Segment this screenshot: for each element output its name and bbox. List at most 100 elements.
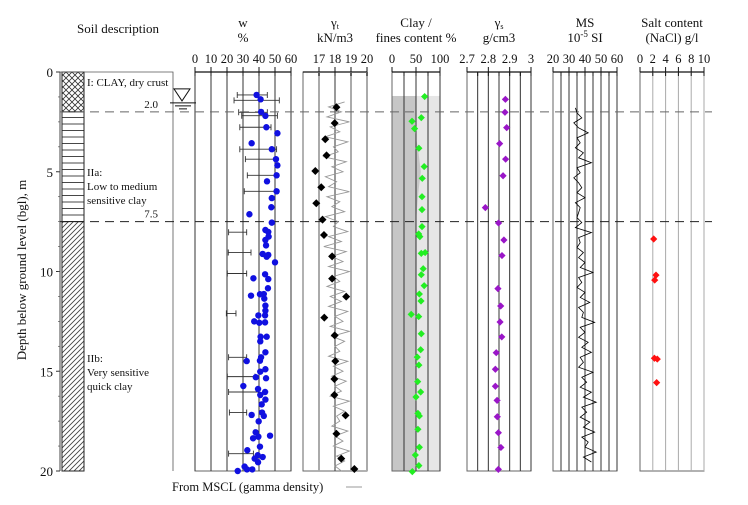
clay-content-point bbox=[419, 265, 427, 273]
clay-tick-label: 100 bbox=[431, 52, 450, 66]
w-point bbox=[262, 366, 269, 373]
w-point bbox=[261, 295, 268, 302]
clay-content-point bbox=[415, 312, 423, 321]
w-tick-label: 20 bbox=[221, 52, 234, 66]
gamma-t-point bbox=[332, 103, 341, 112]
clay-content-point bbox=[415, 462, 423, 470]
gamma-s-point bbox=[494, 285, 502, 293]
gamma-s-point bbox=[498, 333, 506, 341]
gamma-t-point bbox=[330, 119, 339, 128]
w-point bbox=[263, 124, 270, 131]
soil-layer-label: sensitive clay bbox=[87, 195, 147, 207]
clay-content-point bbox=[416, 232, 424, 241]
clay-title-line: fines content % bbox=[376, 30, 457, 45]
gamma-s-point bbox=[500, 236, 508, 244]
w-point bbox=[265, 275, 272, 283]
salt-tick-label: 4 bbox=[662, 52, 669, 66]
gamma-s-point bbox=[481, 204, 489, 212]
salt-content-point bbox=[653, 355, 661, 363]
salt-content-point bbox=[651, 276, 659, 284]
w-point bbox=[266, 432, 274, 439]
w-point bbox=[271, 259, 279, 266]
w-point bbox=[262, 242, 270, 249]
clay-content-point bbox=[420, 162, 428, 171]
gamma-t-point bbox=[318, 215, 327, 224]
w-point bbox=[264, 285, 272, 292]
clay-content-point bbox=[412, 393, 420, 401]
w-point bbox=[255, 418, 262, 425]
w-point bbox=[257, 354, 265, 361]
clay-title-line: Clay / bbox=[400, 15, 432, 30]
w-point bbox=[257, 368, 264, 375]
ms-tick-label: 60 bbox=[611, 52, 624, 66]
w-point bbox=[261, 312, 269, 319]
soil-layer-crosshatch bbox=[61, 71, 85, 113]
salt-tick-label: 0 bbox=[637, 52, 643, 66]
clay-content-point bbox=[418, 223, 426, 231]
clay-content-point bbox=[414, 425, 422, 433]
w-tick-label: 40 bbox=[253, 52, 266, 66]
w-point bbox=[240, 382, 247, 390]
gamma_t-tick-label: 18 bbox=[329, 52, 342, 66]
w-range-bar bbox=[246, 172, 278, 179]
w-point bbox=[256, 319, 263, 326]
soil-layer-horizontal bbox=[61, 111, 85, 223]
salt-tick-label: 2 bbox=[650, 52, 656, 66]
soil-layer-diagonal bbox=[61, 221, 85, 472]
salt-content-point bbox=[650, 235, 658, 243]
w-range-bar bbox=[227, 249, 252, 256]
gamma-t-point bbox=[319, 230, 328, 239]
w-point bbox=[272, 155, 280, 163]
w-point bbox=[257, 108, 265, 116]
salt-tick-label: 8 bbox=[688, 52, 694, 66]
w-range-bar bbox=[233, 97, 280, 104]
w-point bbox=[262, 236, 269, 244]
w-point bbox=[268, 204, 275, 211]
w-tick-label: 10 bbox=[205, 52, 218, 66]
w-point bbox=[247, 292, 255, 299]
w-point bbox=[262, 302, 269, 309]
salt-tick-label: 10 bbox=[698, 52, 711, 66]
depth-tick-label: 5 bbox=[47, 165, 54, 180]
gamma-t-point bbox=[341, 411, 350, 420]
clay-content-shading bbox=[392, 95, 421, 471]
gamma-t-point bbox=[317, 183, 326, 192]
gamma-t-point bbox=[350, 465, 359, 474]
w-point bbox=[257, 391, 264, 399]
gamma-t-point bbox=[337, 454, 346, 463]
salt-tick-label: 6 bbox=[675, 52, 681, 66]
gamma-t-point bbox=[322, 151, 331, 160]
salt-content-point bbox=[652, 271, 660, 279]
gamma_t-tick-label: 20 bbox=[361, 52, 374, 66]
w-point bbox=[246, 211, 253, 218]
gamma_s-title-line: γs bbox=[494, 15, 504, 31]
w-point bbox=[255, 433, 262, 440]
w-point bbox=[263, 178, 271, 185]
salt-panel-frame bbox=[639, 71, 705, 472]
clay-content-point bbox=[421, 92, 429, 101]
w-point bbox=[244, 447, 251, 454]
clay-content-point bbox=[417, 114, 425, 122]
gamma-s-point bbox=[493, 396, 501, 404]
clay-content-point bbox=[417, 249, 425, 257]
w-point bbox=[274, 162, 281, 169]
gamma-s-point bbox=[496, 318, 504, 326]
gamma_t-title-line: γt bbox=[330, 15, 340, 31]
w-range-bar bbox=[243, 188, 278, 195]
clay-content-point bbox=[417, 388, 425, 396]
clay-content-point bbox=[415, 290, 423, 298]
w-point bbox=[274, 130, 281, 137]
ms-title-line: MS bbox=[576, 15, 595, 30]
w-tick-label: 30 bbox=[237, 52, 250, 66]
w-point bbox=[257, 338, 264, 345]
gamma-t-point bbox=[321, 135, 330, 144]
clay-content-point bbox=[415, 361, 423, 369]
depth-tick-label: 0 bbox=[47, 65, 54, 80]
mscl-legend-label: From MSCL (gamma density) bbox=[172, 480, 323, 494]
gamma-s-point bbox=[497, 302, 505, 310]
w-range-bar bbox=[241, 112, 278, 119]
gamma-s-point bbox=[499, 172, 507, 180]
w-point bbox=[249, 435, 257, 442]
gamma-t-point bbox=[328, 274, 337, 283]
w-point bbox=[249, 466, 256, 473]
